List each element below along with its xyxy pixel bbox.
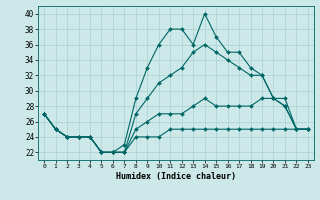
X-axis label: Humidex (Indice chaleur): Humidex (Indice chaleur)	[116, 172, 236, 181]
